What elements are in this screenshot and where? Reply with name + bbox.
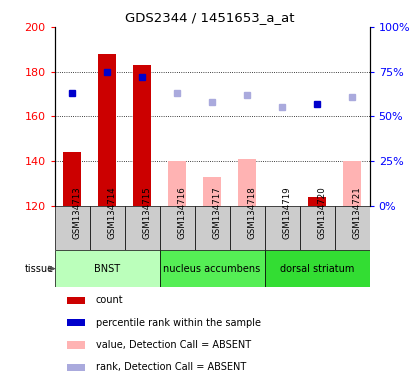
Bar	[55, 250, 160, 287]
Text: GSM134717: GSM134717	[212, 186, 221, 239]
Text: BNST: BNST	[94, 264, 120, 274]
Bar	[160, 206, 194, 250]
Text: nucleus accumbens: nucleus accumbens	[163, 264, 261, 274]
Text: tissue: tissue	[25, 264, 54, 274]
Bar	[125, 206, 160, 250]
Bar	[230, 206, 265, 250]
Text: GSM134714: GSM134714	[107, 186, 116, 239]
Text: GSM134720: GSM134720	[317, 186, 326, 239]
Bar	[160, 250, 265, 287]
Text: GDS2344 / 1451653_a_at: GDS2344 / 1451653_a_at	[125, 11, 295, 24]
Text: GSM134715: GSM134715	[142, 186, 151, 239]
Bar	[67, 297, 85, 304]
Text: GSM134718: GSM134718	[247, 186, 256, 239]
Text: dorsal striatum: dorsal striatum	[280, 264, 354, 274]
Text: count: count	[96, 295, 123, 305]
Text: GSM134719: GSM134719	[282, 186, 291, 239]
Text: percentile rank within the sample: percentile rank within the sample	[96, 318, 260, 328]
Bar	[98, 54, 116, 206]
Bar	[344, 161, 361, 206]
Bar	[55, 206, 89, 250]
Bar	[67, 364, 85, 371]
Bar	[265, 206, 299, 250]
Text: GSM134721: GSM134721	[352, 186, 361, 239]
Bar	[89, 206, 125, 250]
Bar	[63, 152, 81, 206]
Bar	[168, 161, 186, 206]
Text: GSM134716: GSM134716	[177, 186, 186, 239]
Bar	[335, 206, 370, 250]
Bar	[239, 159, 256, 206]
Bar	[299, 206, 335, 250]
Bar	[67, 341, 85, 349]
Bar	[203, 177, 221, 206]
Bar	[134, 65, 151, 206]
Bar	[194, 206, 230, 250]
Bar	[265, 250, 370, 287]
Bar	[308, 197, 326, 206]
Text: rank, Detection Call = ABSENT: rank, Detection Call = ABSENT	[96, 362, 246, 372]
Text: value, Detection Call = ABSENT: value, Detection Call = ABSENT	[96, 340, 251, 350]
Bar	[67, 319, 85, 326]
Text: GSM134713: GSM134713	[72, 186, 81, 239]
